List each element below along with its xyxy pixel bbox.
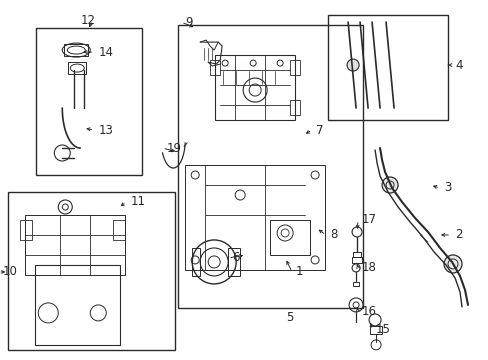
Bar (68, 62, 86, 74)
Text: 17: 17 (361, 213, 376, 226)
Bar (352, 282, 358, 286)
Text: 13: 13 (98, 123, 113, 136)
Text: 2: 2 (454, 229, 462, 242)
Text: 6: 6 (232, 251, 239, 265)
Bar (369, 326, 381, 334)
Bar (327, 15, 447, 120)
Text: 19: 19 (166, 141, 181, 154)
Bar (8, 192, 175, 350)
Text: 16: 16 (361, 305, 376, 318)
Text: 7: 7 (315, 123, 323, 136)
Text: 15: 15 (375, 323, 390, 336)
Bar (185, 165, 325, 270)
Text: 11: 11 (130, 195, 145, 208)
Bar (351, 257, 361, 263)
Text: 9: 9 (185, 15, 192, 28)
Text: 18: 18 (361, 261, 376, 274)
Bar (228, 248, 240, 276)
Bar (25, 215, 125, 275)
Bar (289, 60, 300, 75)
Bar (289, 100, 300, 115)
Text: 10: 10 (2, 265, 17, 278)
Bar (113, 220, 125, 240)
Circle shape (381, 177, 397, 193)
Bar (352, 252, 360, 257)
Text: 3: 3 (443, 181, 450, 194)
Bar (210, 60, 220, 75)
Text: 8: 8 (329, 229, 337, 242)
Text: 12: 12 (81, 14, 96, 27)
Circle shape (346, 59, 358, 71)
Bar (35, 265, 120, 345)
Text: 1: 1 (296, 265, 303, 278)
Bar (64, 44, 88, 56)
Bar (178, 25, 362, 308)
Bar (192, 248, 200, 276)
Bar (215, 55, 295, 120)
Bar (36, 28, 142, 175)
Text: 5: 5 (286, 311, 293, 324)
Text: 14: 14 (98, 46, 113, 59)
Bar (269, 220, 309, 255)
Text: 4: 4 (454, 59, 462, 72)
Bar (20, 220, 32, 240)
Circle shape (443, 255, 461, 273)
